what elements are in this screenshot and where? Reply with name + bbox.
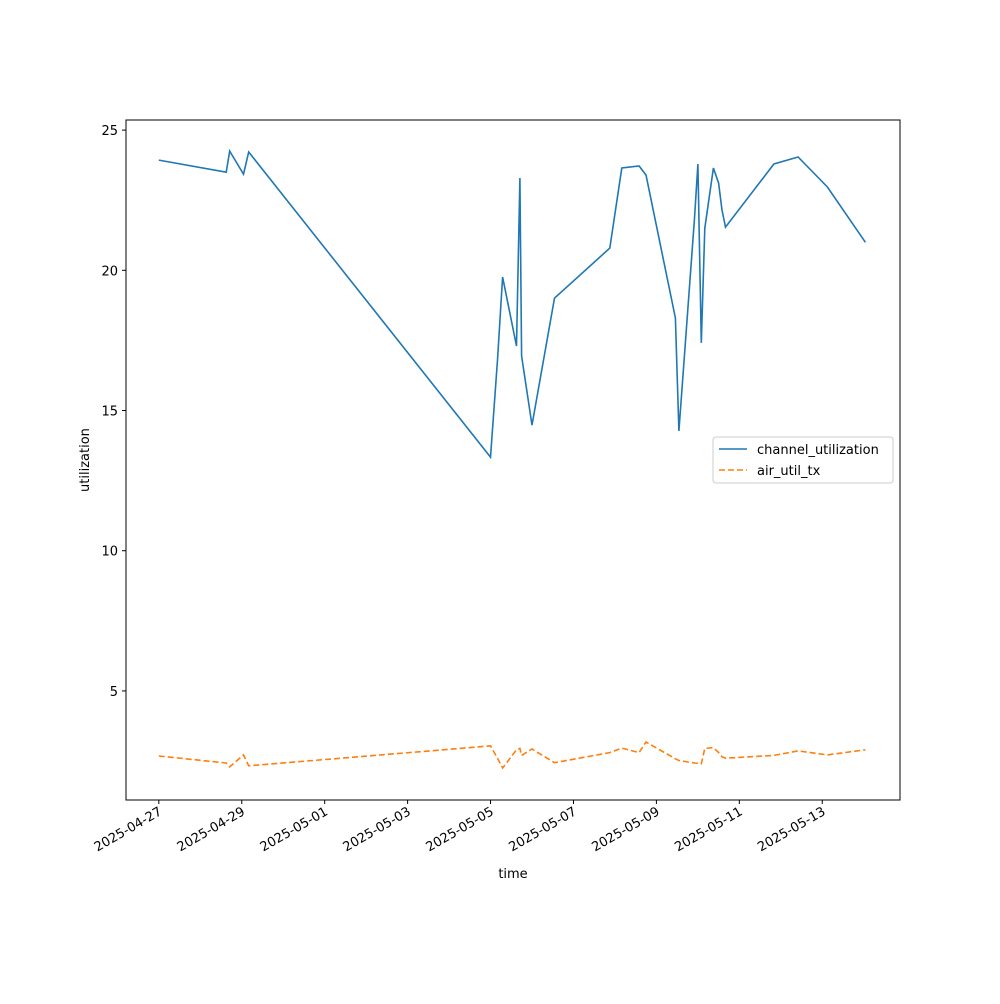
- y-tick-label: 15: [101, 405, 118, 420]
- x-tick-label: 2025-04-27: [92, 804, 165, 855]
- y-tick-label: 10: [101, 545, 118, 560]
- x-tick-label: 2025-04-29: [175, 804, 248, 855]
- legend-label: channel_utilization: [757, 443, 879, 458]
- data-line: [158, 148, 867, 460]
- legend-box: [712, 436, 894, 484]
- x-tick-label: 2025-05-03: [341, 804, 414, 855]
- legend: channel_utilization air_util_tx: [712, 436, 894, 484]
- x-tick-label: 2025-05-01: [258, 804, 331, 855]
- x-tick-label: 2025-05-09: [589, 804, 662, 855]
- data-line: [158, 740, 866, 770]
- x-tick-label: 2025-05-07: [507, 804, 580, 855]
- y-axis-label: utilization: [78, 428, 93, 492]
- legend-label: air_util_tx: [757, 464, 821, 479]
- y-tick-label: 25: [101, 124, 118, 139]
- x-tick-label: 2025-05-05: [424, 804, 497, 855]
- x-tick-label: 2025-05-11: [672, 804, 745, 855]
- plot-area: [125, 119, 901, 801]
- x-tick-label: 2025-05-13: [755, 804, 828, 855]
- y-tick-label: 20: [101, 264, 118, 279]
- x-axis-label: time: [498, 867, 527, 882]
- y-tick-label: 5: [110, 685, 118, 700]
